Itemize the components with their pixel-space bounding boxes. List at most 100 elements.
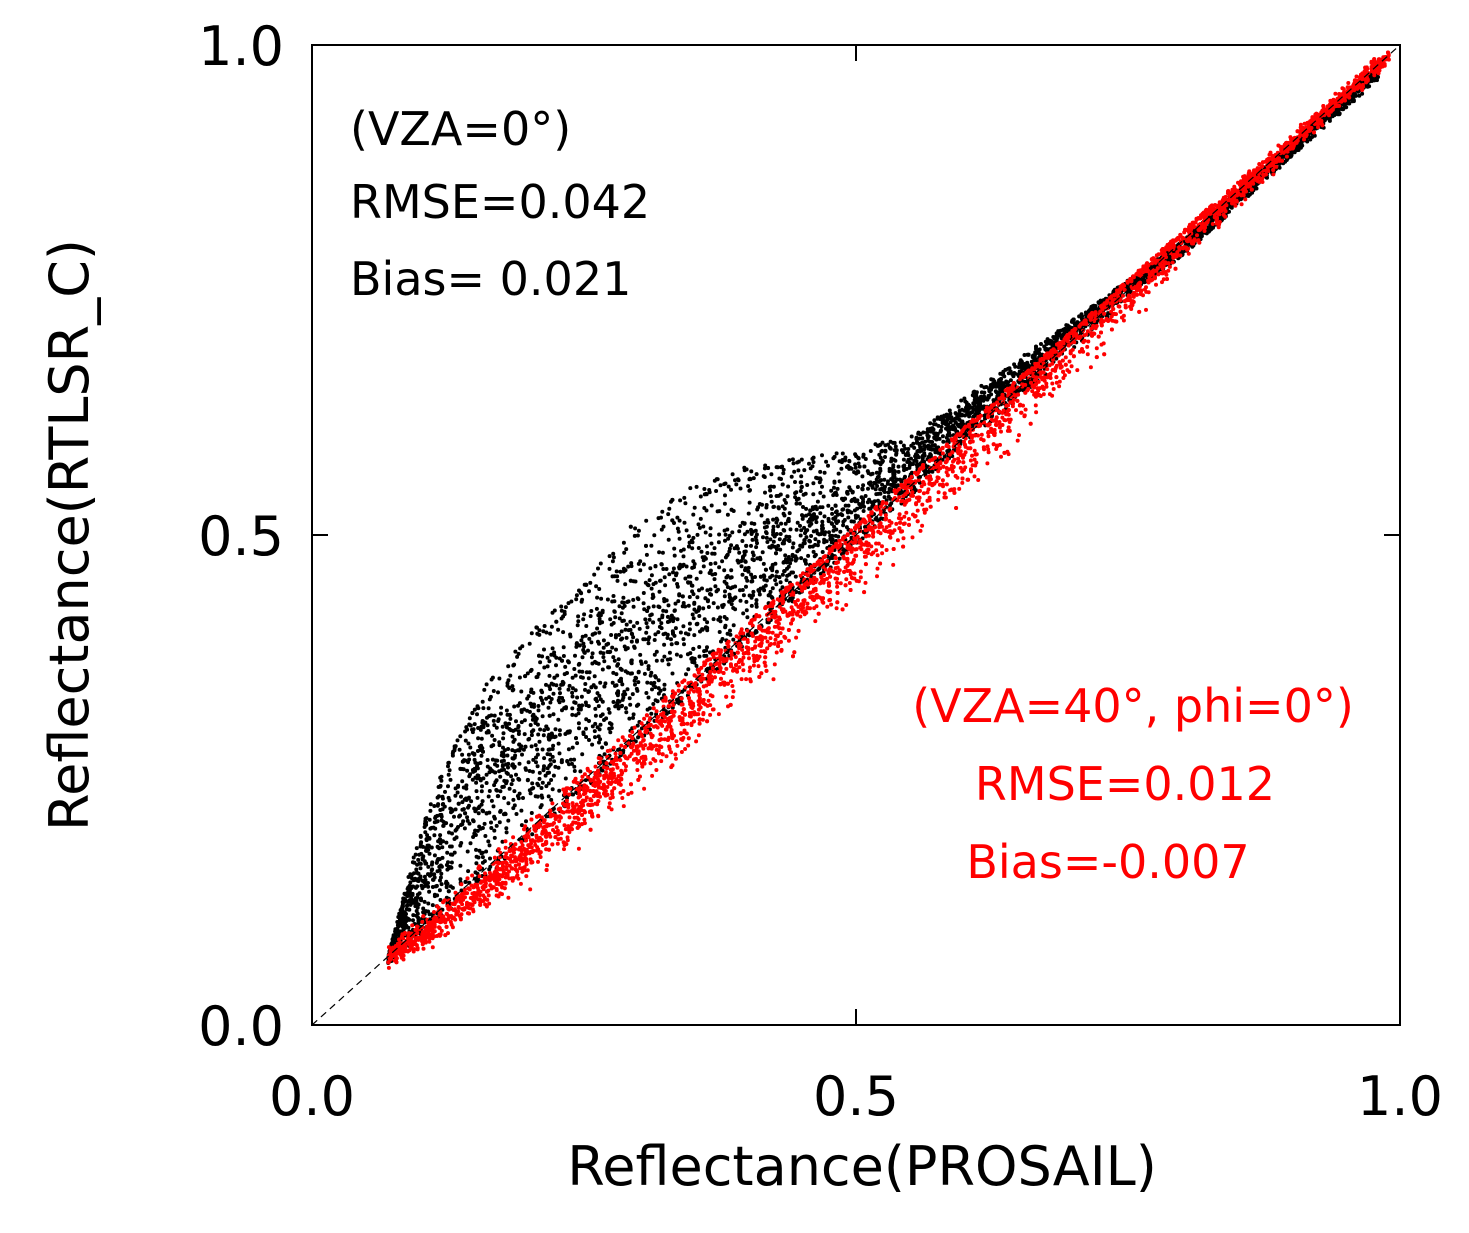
scatter-point-vza0 — [480, 699, 485, 704]
scatter-point-vza0 — [418, 861, 423, 866]
scatter-point-vza0 — [448, 852, 453, 857]
scatter-point-vza0 — [866, 486, 870, 491]
scatter-point-vza0 — [800, 516, 805, 521]
scatter-point-vza0 — [544, 696, 549, 701]
scatter-point-vza0 — [462, 826, 467, 831]
scatter-point-vza0 — [661, 524, 666, 529]
scatter-point-vza0 — [646, 667, 651, 671]
scatter-point-vza0 — [744, 608, 749, 613]
scatter-point-vza0 — [791, 461, 796, 466]
scatter-point-vza0 — [818, 505, 823, 510]
scatter-point-vza0 — [796, 468, 801, 473]
scatter-point-vza0 — [662, 642, 667, 647]
scatter-point-vza0 — [674, 571, 679, 576]
scatter-point-vza0 — [804, 535, 809, 540]
scatter-point-vza0 — [771, 530, 776, 535]
scatter-point-vza0 — [892, 475, 897, 479]
scatter-point-vza0 — [632, 644, 637, 649]
scatter-point-vza0 — [551, 691, 556, 696]
scatter-point-vza0 — [637, 626, 642, 631]
scatter-point-vza0 — [877, 452, 882, 457]
scatter-point-vza0 — [935, 431, 940, 436]
scatter-point-vza0 — [683, 631, 688, 636]
scatter-point-vza0 — [619, 611, 624, 616]
scatter-point-vza0 — [439, 778, 444, 783]
scatter-point-vza0 — [748, 476, 752, 481]
scatter-point-vza0 — [415, 884, 420, 889]
scatter-point-vza0 — [422, 874, 427, 879]
scatter-point-vza0 — [824, 459, 829, 464]
scatter-point-vza0 — [649, 670, 654, 675]
scatter-point-vza0 — [547, 673, 552, 678]
scatter-point-vza0 — [1308, 137, 1313, 142]
scatter-point-vza0 — [730, 472, 735, 477]
scatter-point-vza0 — [549, 778, 554, 782]
scatter-point-vza0 — [774, 520, 779, 525]
scatter-point-vza0 — [672, 546, 677, 551]
scatter-point-vza0 — [764, 535, 769, 540]
scatter-point-vza0 — [745, 632, 750, 637]
scatter-point-vza0 — [782, 569, 787, 574]
scatter-point-vza0 — [492, 783, 497, 788]
scatter-point-vza0 — [622, 604, 627, 608]
scatter-point-vza0 — [544, 630, 549, 635]
scatter-point-vza0 — [474, 854, 479, 859]
scatter-point-vza0 — [723, 625, 728, 630]
scatter-point-vza0 — [468, 841, 473, 846]
scatter-point-vza0 — [565, 671, 569, 675]
scatter-point-vza0 — [735, 558, 740, 563]
scatter-point-vza0 — [628, 619, 633, 624]
scatter-point-vza0 — [854, 471, 859, 476]
scatter-point-vza0 — [719, 639, 723, 644]
scatter-point-vza0 — [915, 449, 920, 454]
scatter-point-vza0 — [749, 543, 753, 548]
scatter-point-vza0 — [520, 752, 524, 757]
scatter-point-vza0 — [889, 468, 894, 473]
scatter-point-vza0 — [436, 802, 441, 807]
scatter-point-vza0 — [648, 566, 653, 571]
scatter-point-vza0 — [610, 559, 615, 564]
scatter-point-vza0 — [661, 608, 666, 613]
scatter-point-vza0 — [692, 600, 697, 605]
scatter-point-vza0 — [874, 492, 879, 497]
scatter-point-vza0 — [600, 667, 605, 672]
scatter-point-vza0 — [432, 872, 437, 877]
scatter-point-vza0 — [609, 726, 614, 730]
scatter-point-vza0 — [573, 653, 577, 658]
scatter-point-vza0 — [479, 736, 484, 741]
scatter-point-vza0 — [580, 669, 585, 674]
scatter-point-vza0 — [651, 582, 656, 587]
scatter-point-vza0 — [802, 468, 807, 473]
scatter-point-vza0 — [517, 777, 522, 782]
scatter-point-vza0 — [718, 619, 723, 624]
scatter-point-vza0 — [767, 485, 772, 489]
scatter-point-vza0 — [459, 794, 463, 799]
scatter-point-vza0 — [600, 620, 605, 625]
scatter-point-vza0 — [1211, 225, 1215, 230]
scatter-point-vza0 — [891, 457, 896, 462]
scatter-point-vza0 — [484, 849, 489, 854]
scatter-point-vza0 — [633, 526, 638, 531]
scatter-point-vza0 — [743, 559, 748, 564]
scatter-point-vza0 — [542, 624, 547, 628]
scatter-point-vza0 — [754, 545, 759, 550]
scatter-point-vza0 — [1089, 307, 1094, 312]
scatter-point-vza0 — [635, 533, 640, 538]
scatter-point-vza0 — [813, 537, 818, 542]
scatter-point-vza0 — [433, 814, 438, 819]
scatter-point-vza0 — [645, 625, 650, 630]
scatter-point-vza0 — [611, 700, 616, 704]
scatter-point-vza0 — [575, 695, 580, 700]
scatter-point-vza0 — [511, 797, 516, 802]
scatter-point-vza0 — [656, 630, 661, 635]
scatter-point-vza0 — [878, 455, 883, 460]
scatter-point-vza0 — [675, 641, 680, 646]
scatter-point-vza0 — [563, 605, 568, 610]
scatter-point-vza0 — [552, 608, 557, 613]
scatter-point-vza0 — [617, 604, 622, 609]
scatter-point-vza0 — [739, 564, 744, 569]
scatter-point-vza0 — [704, 544, 709, 549]
scatter-point-vza0 — [758, 557, 763, 562]
scatter-point-vza0 — [607, 566, 612, 571]
scatter-point-vza0 — [472, 722, 477, 727]
